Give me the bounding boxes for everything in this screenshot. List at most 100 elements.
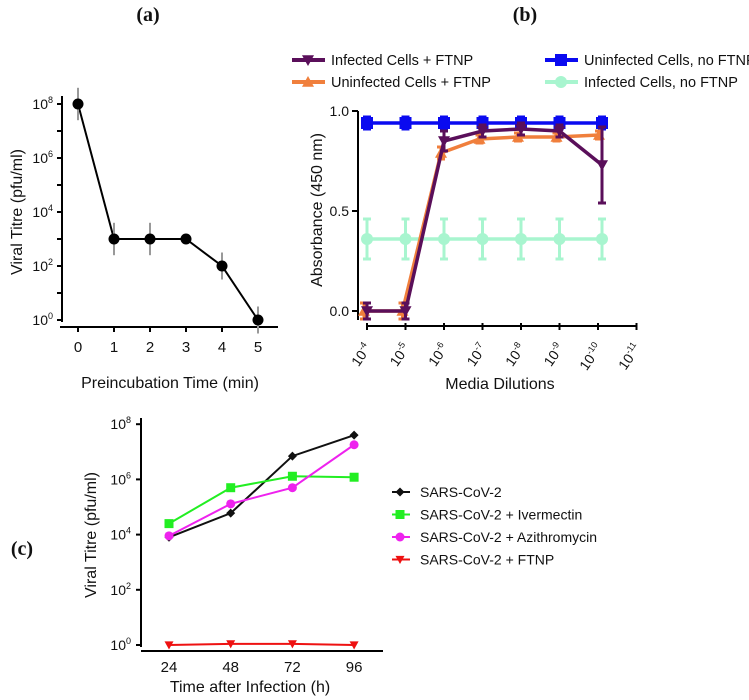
a-y-tick-label: 102 xyxy=(32,257,53,274)
c-data-point xyxy=(349,641,359,650)
a-y-tick-label: 100 xyxy=(32,311,53,328)
c-data-point xyxy=(349,430,359,440)
a-series-line xyxy=(77,103,259,321)
c-data-point xyxy=(164,519,174,529)
a-y-axis-label: Viral Titre (pfu/ml) xyxy=(9,149,26,275)
a-y-tick-label: 108 xyxy=(32,95,53,112)
c-data-point xyxy=(226,640,236,649)
a-x-tick-label: 4 xyxy=(218,339,226,356)
c-series-line xyxy=(168,434,355,539)
b-x-tick-label: 10-11 xyxy=(614,340,644,373)
a-x-tick-label: 1 xyxy=(110,339,118,356)
b-legend-marker xyxy=(302,55,314,66)
b-y-axis-label: Absorbance (450 nm) xyxy=(309,133,326,287)
c-legend-label: SARS-CoV-2 + FTNP xyxy=(420,552,554,568)
c-legend-marker xyxy=(395,555,405,564)
c-data-point xyxy=(287,471,297,481)
c-legend-marker xyxy=(395,487,405,497)
a-data-point xyxy=(252,314,264,326)
panel-label-b: (b) xyxy=(513,4,537,26)
b-x-tick-label: 10-5 xyxy=(385,340,412,369)
b-x-tick-label: 10-6 xyxy=(424,340,451,369)
a-x-tick-label: 5 xyxy=(254,339,262,356)
c-x-axis-label: Time after Infection (h) xyxy=(170,679,330,696)
a-x-tick-label: 2 xyxy=(146,339,154,356)
c-data-point xyxy=(226,483,236,493)
a-data-point xyxy=(180,233,192,245)
b-x-axis-label: Media Dilutions xyxy=(445,376,554,393)
a-data-point xyxy=(216,260,228,272)
c-legend-label: SARS-CoV-2 + Ivermectin xyxy=(420,507,582,523)
c-y-tick-label: 104 xyxy=(110,526,131,543)
b-data-point xyxy=(553,126,566,137)
c-series-line xyxy=(168,475,355,525)
c-data-point xyxy=(226,499,236,509)
c-x-tick-label: 96 xyxy=(346,659,363,676)
c-legend-marker xyxy=(395,510,405,519)
a-y-tick-label: 106 xyxy=(32,149,53,166)
c-series-line xyxy=(168,443,355,537)
b-x-tick-label: 10-8 xyxy=(501,340,528,369)
b-data-point xyxy=(515,124,527,135)
c-x-tick-label: 24 xyxy=(161,659,178,676)
panel-label-c: (c) xyxy=(11,538,33,560)
b-data-point xyxy=(596,233,608,245)
c-data-point xyxy=(226,508,236,518)
c-y-tick-label: 108 xyxy=(110,415,131,432)
b-data-point xyxy=(476,233,489,245)
c-data-point xyxy=(349,440,359,450)
b-data-point xyxy=(361,117,373,129)
b-data-point xyxy=(553,233,566,245)
b-data-point xyxy=(476,126,489,137)
b-x-tick-label: 10-4 xyxy=(347,340,374,369)
b-data-point xyxy=(399,233,412,245)
c-series-line xyxy=(168,642,355,646)
c-x-tick-label: 48 xyxy=(222,659,239,676)
b-x-tick-label: 10-10 xyxy=(575,340,605,373)
c-data-point xyxy=(287,640,297,649)
panel-label-a: (a) xyxy=(136,4,159,26)
b-data-point xyxy=(515,233,527,245)
b-legend-marker xyxy=(555,54,567,66)
c-data-point xyxy=(164,641,174,650)
b-data-point xyxy=(438,136,450,147)
c-data-point xyxy=(287,451,297,461)
a-data-point xyxy=(108,233,120,245)
c-legend-label: SARS-CoV-2 xyxy=(420,484,502,500)
c-data-point xyxy=(349,472,359,482)
b-legend-marker xyxy=(302,76,314,87)
b-y-tick-label: 0.0 xyxy=(330,303,350,319)
b-x-tick-label: 10-7 xyxy=(462,340,489,369)
b-legend-label: Uninfected Cells, no FTNP xyxy=(584,53,749,69)
b-y-tick-label: 1.0 xyxy=(330,103,350,119)
a-data-point xyxy=(72,98,84,110)
b-legend-label: Infected Cells, no FTNP xyxy=(584,75,738,91)
c-legend-label: SARS-CoV-2 + Azithromycin xyxy=(420,529,597,545)
c-y-axis-label: Viral Titre (pfu/ml) xyxy=(83,472,100,598)
b-data-point xyxy=(438,233,450,245)
a-x-tick-label: 0 xyxy=(74,339,82,356)
b-data-point xyxy=(399,117,412,129)
b-data-point xyxy=(361,306,373,317)
a-y-tick-label: 104 xyxy=(32,203,53,220)
b-legend-label: Infected Cells + FTNP xyxy=(331,53,473,69)
a-x-axis-label: Preincubation Time (min) xyxy=(81,375,259,392)
b-data-point xyxy=(399,306,412,317)
b-data-point xyxy=(438,117,450,129)
c-x-tick-label: 72 xyxy=(284,659,301,676)
c-y-tick-label: 106 xyxy=(110,470,131,487)
b-legend-label: Uninfected Cells + FTNP xyxy=(331,75,491,91)
c-y-tick-label: 102 xyxy=(110,581,131,598)
b-legend-marker xyxy=(555,76,567,88)
a-data-point xyxy=(144,233,156,245)
c-legend-marker xyxy=(395,532,405,542)
a-x-tick-label: 3 xyxy=(182,339,190,356)
b-data-point xyxy=(596,160,608,171)
b-data-point xyxy=(361,233,373,245)
c-data-point xyxy=(164,531,174,541)
c-y-tick-label: 100 xyxy=(110,636,131,653)
b-x-tick-label: 10-9 xyxy=(539,340,566,369)
c-data-point xyxy=(287,483,297,493)
